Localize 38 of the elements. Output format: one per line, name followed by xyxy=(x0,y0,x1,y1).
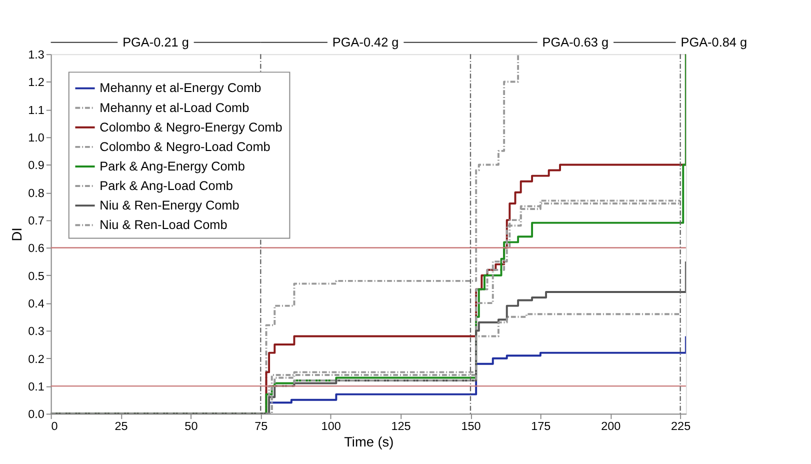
x-axis-title: Time (s) xyxy=(344,434,394,450)
legend-label: Park & Ang-Load Comb xyxy=(100,178,233,193)
y-tick-label: 0.8 xyxy=(28,186,45,200)
y-tick-label: 0.9 xyxy=(28,159,44,172)
x-tick-label: 25 xyxy=(114,420,128,433)
legend-label: Mehanny et al-Energy Comb xyxy=(100,81,262,96)
y-tick-label: 1.3 xyxy=(28,48,44,62)
x-tick-label: 0 xyxy=(51,420,58,433)
x-tick-label: 125 xyxy=(391,420,412,433)
y-tick-label: 0.2 xyxy=(28,352,44,366)
y-tick-label: 1.0 xyxy=(28,131,45,144)
y-tick-label: 0.6 xyxy=(28,242,44,256)
x-tick-label: 225 xyxy=(671,420,692,433)
legend-label: Park & Ang-Energy Comb xyxy=(100,159,245,174)
text: PGA-0.42 g xyxy=(332,35,399,50)
y-tick-label: 0.7 xyxy=(28,214,44,228)
x-tick-label: 100 xyxy=(321,420,342,433)
legend-label: Niu & Ren-Energy Comb xyxy=(100,198,240,212)
text: PGA-0.21 g xyxy=(122,35,189,50)
x-tick-label: 150 xyxy=(461,420,482,433)
text: PGA-0.84 g xyxy=(680,35,748,50)
x-tick-label: 200 xyxy=(601,420,622,433)
y-tick-label: 1.1 xyxy=(28,104,44,117)
x-tick-label: 175 xyxy=(531,420,552,433)
x-tick-label: 50 xyxy=(184,420,198,433)
y-tick-label: 0.1 xyxy=(28,380,44,394)
y-tick-label: 0.5 xyxy=(28,270,45,283)
legend-label: Mehanny et al-Load Comb xyxy=(100,100,250,115)
legend-label: Colombo & Negro-Load Comb xyxy=(100,140,270,154)
legend-label: Niu & Ren-Load Comb xyxy=(100,218,228,232)
legend-label: Colombo & Negro-Energy Comb xyxy=(100,120,282,134)
x-tick-label: 75 xyxy=(254,420,268,433)
y-tick-label: 0.0 xyxy=(28,408,45,422)
y-tick-label: 1.2 xyxy=(28,76,44,90)
text: PGA-0.63 g xyxy=(542,35,609,50)
y-tick-label: 0.4 xyxy=(28,297,45,310)
y-tick-label: 0.3 xyxy=(28,325,44,338)
y-axis-title: DI xyxy=(9,228,24,242)
